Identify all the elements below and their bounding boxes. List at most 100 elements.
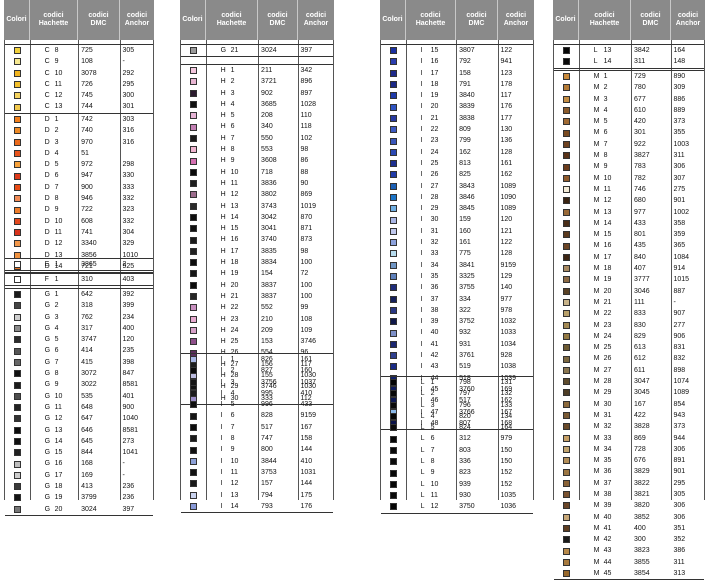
color-cell bbox=[381, 113, 407, 124]
table-row: H 6 340 118 bbox=[181, 121, 333, 132]
dmc-code: 646 bbox=[81, 426, 93, 434]
color-cell bbox=[554, 139, 580, 150]
color-cell bbox=[381, 361, 407, 372]
color-cell bbox=[5, 227, 31, 238]
anchor-code: 332 bbox=[122, 217, 135, 225]
color-cell bbox=[554, 150, 580, 161]
code-number: 14 bbox=[230, 502, 239, 510]
hachette-code: I 20 bbox=[407, 101, 456, 112]
code-number: 39 bbox=[430, 318, 439, 326]
dmc-code: 676 bbox=[634, 457, 646, 465]
dmc-code: 728 bbox=[634, 445, 646, 453]
table-row: H 24 209 109 bbox=[181, 325, 333, 336]
hachette-code: M 16 bbox=[580, 240, 631, 251]
color-cell bbox=[381, 400, 407, 411]
anchor-code: 896 bbox=[300, 78, 313, 86]
color-cell bbox=[5, 45, 31, 56]
code-number: 6 bbox=[603, 129, 608, 137]
hachette-code: H 17 bbox=[207, 246, 258, 257]
hachette-code: H 29 bbox=[207, 381, 258, 392]
table-row: G 1 642 392 bbox=[5, 289, 153, 300]
hachette-code: D 10 bbox=[31, 216, 78, 227]
code-letter: D bbox=[44, 138, 50, 146]
color-cell bbox=[554, 297, 580, 308]
table-row: I 17 158 123 bbox=[381, 68, 533, 79]
table-row: G 16 168- bbox=[5, 458, 153, 469]
table-row: I 43 519 1038 bbox=[381, 361, 533, 372]
color-swatch bbox=[390, 340, 398, 348]
color-cell bbox=[554, 240, 580, 251]
code-number: 24 bbox=[430, 148, 439, 156]
color-swatch bbox=[14, 195, 22, 203]
table-row: H 10 718 88 bbox=[181, 167, 333, 178]
table-row: I 7 517 167 bbox=[181, 422, 333, 433]
code-number: 16 bbox=[430, 58, 439, 66]
code-number: 33 bbox=[603, 434, 612, 442]
color-cell bbox=[381, 169, 407, 180]
dmc-code: 208 bbox=[261, 112, 273, 120]
code-number: 23 bbox=[603, 321, 612, 329]
anchor-code: 889 bbox=[673, 106, 686, 114]
hachette-code: D 12 bbox=[31, 238, 78, 249]
code-number: 3 bbox=[230, 89, 235, 97]
anchor-code: 118 bbox=[300, 123, 312, 131]
table-row: H 3 902 897 bbox=[181, 88, 333, 99]
code-number: 6 bbox=[54, 347, 59, 355]
anchor-code: 941 bbox=[500, 58, 513, 66]
color-cell bbox=[554, 376, 580, 387]
code-letter: I bbox=[420, 80, 423, 88]
color-swatch bbox=[14, 103, 22, 111]
code-number: 2 bbox=[230, 78, 235, 86]
color-swatch bbox=[14, 172, 22, 180]
table-row: M 7 922 1003 bbox=[554, 139, 704, 150]
color-cell bbox=[554, 512, 580, 523]
anchor-code: 152 bbox=[500, 469, 513, 477]
dmc-code: 553 bbox=[261, 146, 273, 154]
hachette-code: I 44 bbox=[407, 373, 456, 384]
code-number: 2 bbox=[54, 302, 59, 310]
color-cell bbox=[554, 127, 580, 138]
dmc-code: 407 bbox=[634, 265, 646, 273]
color-cell bbox=[5, 345, 31, 356]
code-letter: M bbox=[593, 468, 600, 476]
table-row: H 19 154 72 bbox=[181, 268, 333, 279]
anchor-code: 928 bbox=[500, 352, 513, 360]
dmc-code: 3827 bbox=[634, 152, 650, 160]
dmc-code: 3822 bbox=[634, 479, 650, 487]
table-row: M 1 729 890 bbox=[554, 71, 704, 82]
anchor-code: 316 bbox=[122, 138, 135, 146]
hachette-code: I 10 bbox=[207, 456, 258, 467]
table-row: M 40 3852 306 bbox=[554, 512, 704, 523]
table-row: G 17 169- bbox=[5, 470, 153, 481]
color-swatch bbox=[14, 217, 22, 225]
dmc-code: 415 bbox=[81, 358, 93, 366]
hachette-code: H 10 bbox=[207, 167, 258, 178]
table-row: H 12 3802 869 bbox=[181, 189, 333, 200]
code-number: 3 bbox=[603, 95, 608, 103]
color-cell bbox=[554, 568, 580, 579]
hachette-code: M 44 bbox=[580, 557, 631, 568]
code-letter: I bbox=[220, 446, 223, 454]
hachette-code: M 21 bbox=[580, 297, 631, 308]
code-letter: I bbox=[420, 272, 423, 280]
table-row: M 38 3821 305 bbox=[554, 489, 704, 500]
hachette-code: C 11 bbox=[31, 79, 78, 90]
code-number: 1 bbox=[430, 379, 435, 386]
color-swatch bbox=[190, 101, 198, 109]
dmc-code: 333 bbox=[261, 394, 273, 402]
dmc-code: 3835 bbox=[261, 247, 277, 255]
table-row: G 12 647 1040 bbox=[5, 413, 153, 424]
dmc-code: 322 bbox=[459, 306, 471, 314]
code-number: 26 bbox=[603, 355, 612, 363]
dmc-code: 610 bbox=[634, 106, 646, 114]
anchor-code: 162 bbox=[500, 171, 513, 179]
table-row: D 12 3340 329 bbox=[5, 238, 153, 249]
color-swatch bbox=[190, 47, 198, 55]
color-cell bbox=[181, 234, 207, 245]
